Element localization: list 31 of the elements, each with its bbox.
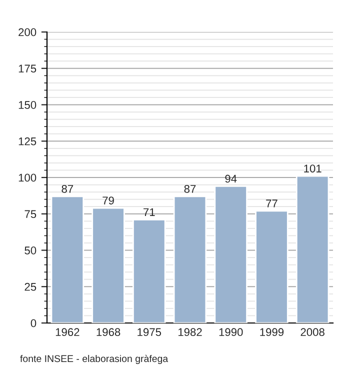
bar <box>296 175 330 323</box>
y-tick-label: 175 <box>18 64 36 73</box>
x-tick-label: 2008 <box>300 328 324 336</box>
x-tick-label: 1999 <box>260 328 284 336</box>
y-tick-label: 0 <box>30 319 36 328</box>
y-tick-label: 75 <box>24 210 36 218</box>
y-tick-label: 100 <box>18 174 36 182</box>
data-label: 101 <box>304 164 322 172</box>
bar <box>132 219 166 323</box>
source-note: fonte INSEE - elaborasion gràfega <box>20 354 168 364</box>
bar <box>214 186 248 323</box>
data-label: 79 <box>102 196 114 204</box>
data-label: 94 <box>225 174 237 183</box>
x-tick-label: 1982 <box>178 328 202 336</box>
data-label: 87 <box>184 184 196 193</box>
x-tick-label: 1990 <box>219 328 243 336</box>
y-tick-label: 150 <box>18 101 36 109</box>
bar <box>50 196 84 323</box>
data-label: 71 <box>144 208 155 216</box>
data-label: 87 <box>62 184 74 193</box>
y-tick-label: 200 <box>18 28 36 36</box>
x-tick-label: 1975 <box>138 328 162 336</box>
bar <box>92 207 125 323</box>
y-tick-label: 25 <box>24 282 36 291</box>
x-tick-label: 1968 <box>96 328 120 336</box>
y-tick-label: 50 <box>24 246 36 254</box>
bar <box>173 196 207 323</box>
data-label: 77 <box>266 200 278 208</box>
bar <box>255 210 288 323</box>
x-tick-label: 1962 <box>56 328 80 336</box>
y-tick-label: 125 <box>18 137 36 146</box>
